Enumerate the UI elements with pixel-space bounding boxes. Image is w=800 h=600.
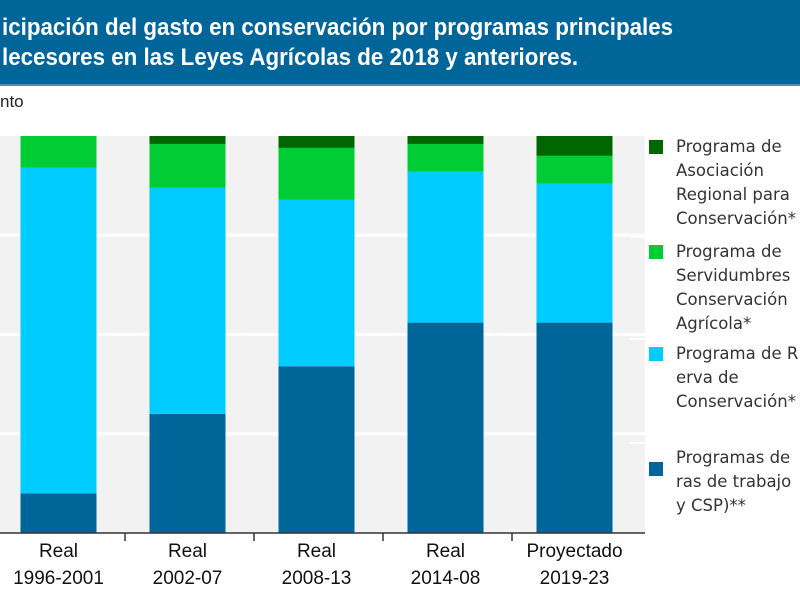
bar-segment: [536, 183, 613, 323]
y-axis-label: nto: [0, 92, 24, 111]
bar-segment: [149, 136, 226, 144]
legend-label: Conservación*: [676, 209, 796, 228]
bar-segment: [278, 199, 355, 367]
legend-label: Programa de R: [676, 344, 798, 363]
legend-label: Programas de: [676, 448, 790, 467]
legend-label: Regional para: [676, 185, 790, 204]
x-tick-label: 2014-08: [411, 568, 481, 589]
bar-segment: [149, 413, 226, 533]
legend-label: Conservación*: [676, 392, 796, 411]
legend-label: Asociación: [676, 161, 764, 180]
title-bar: icipación del gasto en conservación por …: [0, 0, 800, 86]
x-tick-label: Real: [39, 541, 78, 562]
x-tick-label: Real: [426, 541, 465, 562]
bar-segment: [407, 171, 484, 323]
bar-segment: [536, 322, 613, 533]
legend-label: y CSP)**: [676, 496, 746, 515]
legend-label: Agrícola*: [676, 314, 751, 333]
bar-segment: [407, 143, 484, 172]
bar-segment: [536, 136, 613, 156]
bar-segment: [278, 147, 355, 200]
legend-label: Programa de: [676, 137, 782, 156]
bar-segment: [149, 143, 226, 188]
bar-segment: [278, 136, 355, 148]
bar-segment: [536, 155, 613, 184]
x-tick-label: 2019-23: [540, 568, 610, 589]
bar-segment: [149, 187, 226, 414]
x-tick-label: 1996-2001: [13, 568, 104, 589]
x-tick-label: Real: [168, 541, 207, 562]
chart-title-line-2: lecesores en las Leyes Agrícolas de 2018…: [2, 44, 579, 71]
legend-swatch: [649, 140, 663, 154]
x-tick-label: 2008-13: [282, 568, 352, 589]
legend-label: Programa de: [676, 242, 782, 261]
x-tick-label: Real: [297, 541, 336, 562]
bar-segment: [20, 493, 97, 533]
legend-swatch: [649, 245, 663, 259]
bar-segment: [407, 322, 484, 533]
x-tick-label: Proyectado: [526, 541, 622, 562]
bar-segment: [278, 366, 355, 533]
legend-label: Servidumbres: [676, 266, 790, 285]
legend-swatch: [649, 462, 663, 476]
legend-label: ras de trabajo: [676, 472, 791, 491]
x-tick-label: 2002-07: [153, 568, 223, 589]
bar-segment: [407, 136, 484, 144]
legend-label: Conservación: [676, 290, 788, 309]
bar-segment: [20, 136, 97, 168]
chart-title-line-1: icipación del gasto en conservación por …: [2, 14, 674, 41]
legend-label: erva de: [676, 368, 739, 387]
bar-segment: [20, 167, 97, 494]
legend-swatch: [649, 347, 663, 361]
